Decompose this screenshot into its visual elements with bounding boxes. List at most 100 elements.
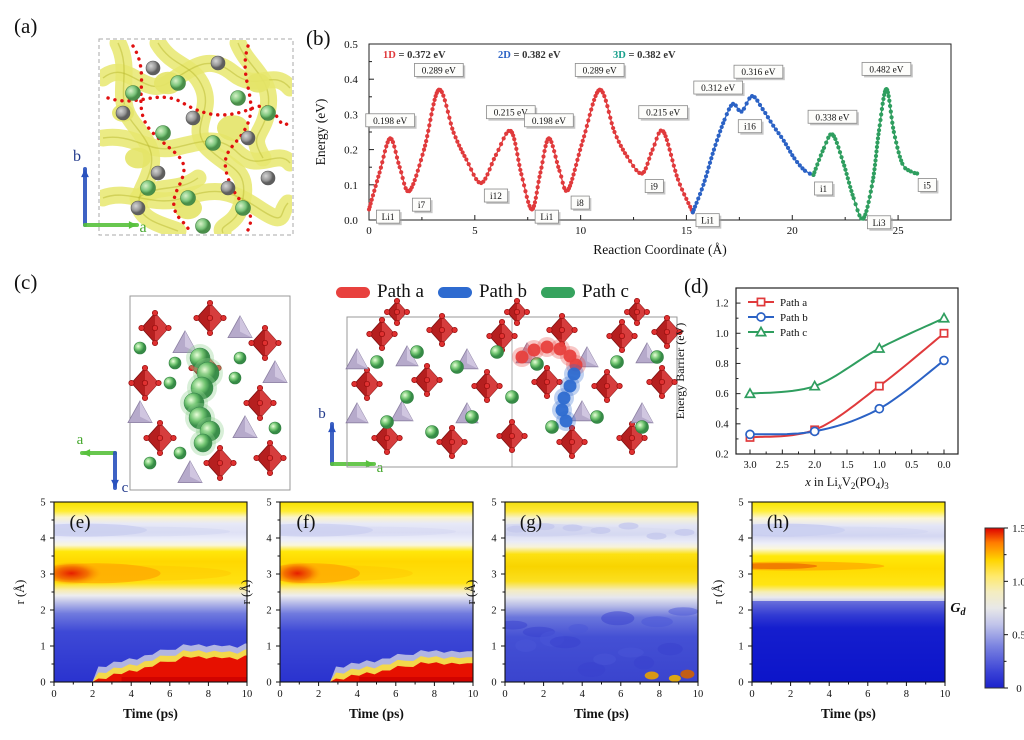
legend-item-path-c: Path c: [541, 281, 629, 303]
svg-text:3: 3: [738, 570, 743, 581]
svg-text:0: 0: [266, 678, 271, 689]
svg-text:0: 0: [277, 689, 282, 700]
svg-text:4: 4: [491, 534, 497, 545]
svg-text:0.482 eV: 0.482 eV: [869, 65, 903, 75]
svg-text:Li3: Li3: [873, 219, 886, 229]
panel-e-heatmap: 0 2 4 6 8 10 0 1 2 3 4 5 Time (ps) r (Å) (e): [13, 498, 253, 722]
svg-text:5: 5: [40, 498, 45, 509]
svg-text:1D = 0.372 eV: 1D = 0.372 eV: [383, 50, 446, 61]
svg-text:c: c: [122, 480, 129, 496]
svg-text:2D = 0.382 eV: 2D = 0.382 eV: [498, 50, 561, 61]
legend-item-path-a: Path a: [336, 281, 424, 303]
svg-text:0.4: 0.4: [715, 419, 729, 430]
svg-text:i8: i8: [577, 199, 585, 209]
panel-c-label: (c): [14, 270, 38, 294]
svg-text:Li1: Li1: [382, 213, 395, 223]
svg-text:Energy Barrier (eV): Energy Barrier (eV): [673, 323, 687, 419]
svg-text:4: 4: [355, 689, 361, 700]
svg-text:0.198 eV: 0.198 eV: [373, 117, 407, 127]
svg-text:2: 2: [738, 606, 743, 617]
panel-a-structure-isosurface: [98, 38, 294, 236]
svg-text:r (Å): r (Å): [13, 580, 27, 605]
svg-text:4: 4: [40, 534, 46, 545]
svg-text:0.5: 0.5: [344, 39, 358, 51]
path-a-swatch: [336, 286, 370, 298]
svg-text:0: 0: [1016, 683, 1022, 695]
svg-text:0.316 eV: 0.316 eV: [741, 68, 775, 78]
svg-text:0.289 eV: 0.289 eV: [583, 66, 617, 76]
svg-text:8: 8: [657, 689, 662, 700]
path-legend: Path a Path b Path c: [336, 281, 629, 303]
svg-text:0.1: 0.1: [344, 180, 358, 192]
svg-text:0.215 eV: 0.215 eV: [646, 109, 680, 119]
panel-c-structure-right: ba: [318, 297, 683, 476]
svg-text:0: 0: [738, 678, 743, 689]
svg-text:0.2: 0.2: [344, 145, 358, 157]
svg-text:1: 1: [40, 642, 45, 653]
svg-text:Li1: Li1: [701, 217, 714, 227]
svg-text:a: a: [139, 219, 146, 236]
svg-text:i9: i9: [651, 183, 659, 193]
svg-text:0.338 eV: 0.338 eV: [815, 113, 849, 123]
svg-text:1.2: 1.2: [715, 299, 728, 310]
svg-text:Path c: Path c: [780, 327, 807, 339]
svg-text:4: 4: [266, 534, 272, 545]
svg-text:i5: i5: [924, 181, 932, 191]
svg-text:10: 10: [693, 689, 704, 700]
svg-text:6: 6: [167, 689, 172, 700]
svg-text:(f): (f): [297, 512, 316, 533]
svg-text:i16: i16: [744, 123, 756, 133]
svg-text:2: 2: [316, 689, 321, 700]
svg-text:0: 0: [366, 225, 372, 237]
svg-text:1.0: 1.0: [1012, 576, 1024, 588]
path-c-label: Path c: [582, 281, 629, 302]
svg-text:(g): (g): [520, 512, 542, 533]
svg-text:10: 10: [242, 689, 253, 700]
svg-text:x in LixV2(PO4)3: x in LixV2(PO4)3: [804, 475, 889, 491]
legend-item-path-b: Path b: [437, 281, 527, 303]
svg-text:r (Å): r (Å): [464, 580, 478, 605]
path-c-swatch: [541, 286, 575, 298]
colorbar: 0 0.5 1.0 1.5 Gd: [950, 523, 1024, 695]
svg-text:r (Å): r (Å): [711, 580, 725, 605]
svg-text:3: 3: [491, 570, 496, 581]
svg-text:0.5: 0.5: [1012, 630, 1024, 642]
svg-text:2: 2: [491, 606, 496, 617]
svg-text:0.289 eV: 0.289 eV: [422, 66, 456, 76]
panel-c-structure-left: ac: [77, 295, 291, 496]
svg-text:1.5: 1.5: [1012, 523, 1024, 535]
svg-text:1.0: 1.0: [715, 329, 728, 340]
svg-text:8: 8: [904, 689, 909, 700]
svg-text:2: 2: [40, 606, 45, 617]
svg-text:6: 6: [393, 689, 398, 700]
panel-g-heatmap: 0 2 4 6 8 10 0 1 2 3 4 5 Time (ps) r (Å) (g): [464, 498, 704, 722]
svg-text:1: 1: [491, 642, 496, 653]
svg-text:(e): (e): [69, 512, 90, 533]
svg-text:3: 3: [40, 570, 45, 581]
svg-text:15: 15: [681, 225, 693, 237]
svg-text:3: 3: [266, 570, 271, 581]
svg-text:5: 5: [738, 498, 743, 509]
svg-text:1: 1: [738, 642, 743, 653]
svg-text:0.0: 0.0: [344, 215, 358, 227]
svg-text:i12: i12: [490, 192, 502, 202]
svg-text:Gd: Gd: [950, 601, 966, 618]
svg-text:4: 4: [129, 689, 135, 700]
svg-text:2: 2: [788, 689, 793, 700]
svg-text:3D = 0.382 eV: 3D = 0.382 eV: [613, 50, 676, 61]
svg-text:3.0: 3.0: [743, 460, 756, 471]
panel-d-energy-barrier-chart: 3.0 2.5 2.0 1.5 1.0 0.5 0.0 0.2 0.4 0.6 0.8 1.0 1.2 E…: [673, 287, 959, 491]
svg-text:Time (ps): Time (ps): [574, 706, 629, 721]
svg-text:0.6: 0.6: [715, 389, 728, 400]
path-b-swatch: [437, 286, 472, 298]
svg-text:25: 25: [893, 225, 905, 237]
svg-text:i1: i1: [820, 185, 828, 195]
svg-text:1.0: 1.0: [873, 460, 886, 471]
svg-text:1: 1: [266, 642, 271, 653]
svg-text:2: 2: [266, 606, 271, 617]
svg-text:Path b: Path b: [780, 312, 808, 324]
svg-text:Time (ps): Time (ps): [123, 706, 178, 721]
svg-text:2.5: 2.5: [776, 460, 789, 471]
svg-text:0.312 eV: 0.312 eV: [701, 84, 735, 94]
